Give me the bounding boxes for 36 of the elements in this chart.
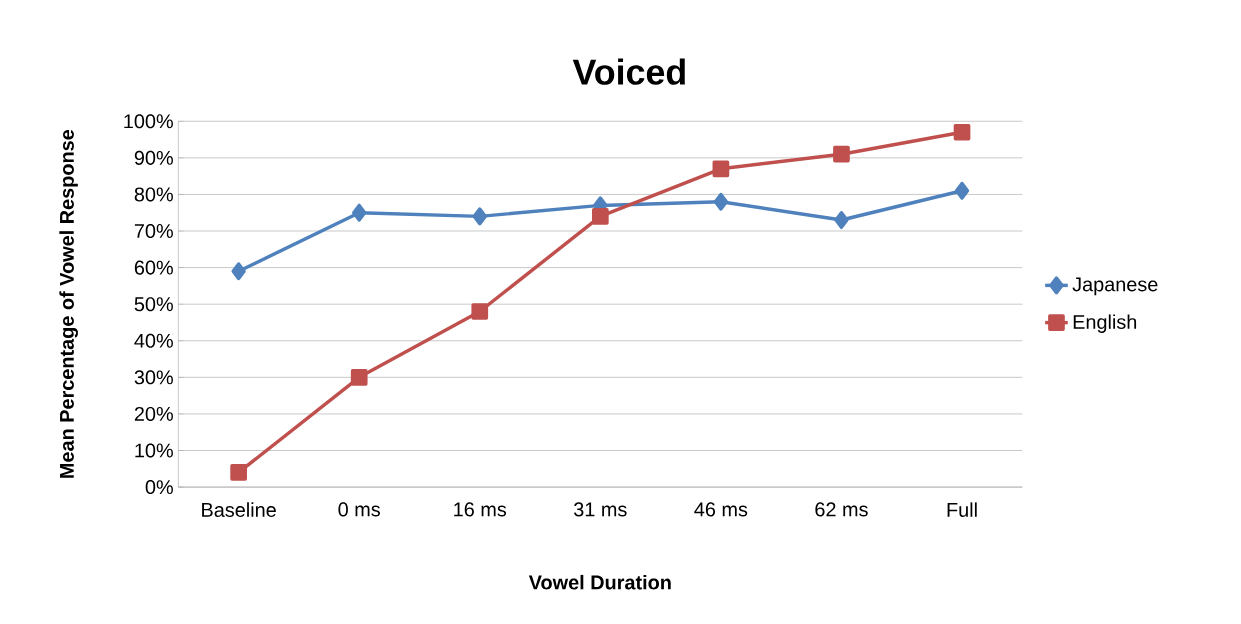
y-tick-label: 50% [134, 297, 173, 312]
point [472, 207, 487, 226]
x-axis-title: Vowel Duration [528, 574, 671, 590]
x-tick-label: 31 ms [574, 502, 627, 517]
y-tick-label: 10% [135, 443, 173, 458]
point [833, 145, 850, 163]
point [231, 262, 246, 281]
point [350, 368, 368, 386]
x-tick-label: 16 ms [454, 502, 507, 517]
point [591, 207, 609, 225]
legend-label: English [1073, 314, 1137, 333]
x-tick-label: Full [947, 502, 977, 517]
legend-label: Japanese [1072, 277, 1158, 296]
x-tick-label: 46 ms [694, 502, 748, 517]
y-tick-label: 90% [134, 150, 173, 165]
point [352, 203, 367, 222]
y-tick-label: 70% [134, 223, 173, 238]
y-tick-label: 20% [134, 406, 173, 421]
y-tick-label: 0% [145, 479, 173, 494]
y-tick-label: 60% [134, 260, 173, 275]
x-tick-label: 0 ms [338, 502, 380, 517]
point [712, 160, 730, 178]
x-tick-label: 62 ms [815, 502, 868, 517]
y-tick-label: 40% [134, 333, 173, 348]
point [953, 123, 971, 141]
point [834, 210, 849, 229]
y-tick-label: 30% [134, 370, 173, 385]
point [471, 303, 489, 320]
point [954, 181, 970, 200]
y-axis-title: Mean Percentage of Vowel Response [59, 129, 78, 478]
point [230, 463, 247, 481]
chart-title: Voiced [572, 58, 685, 85]
x-tick-label: Baseline [202, 502, 276, 517]
y-tick-label: 100% [124, 114, 173, 129]
y-tick-label: 80% [134, 187, 173, 202]
point [713, 192, 729, 211]
